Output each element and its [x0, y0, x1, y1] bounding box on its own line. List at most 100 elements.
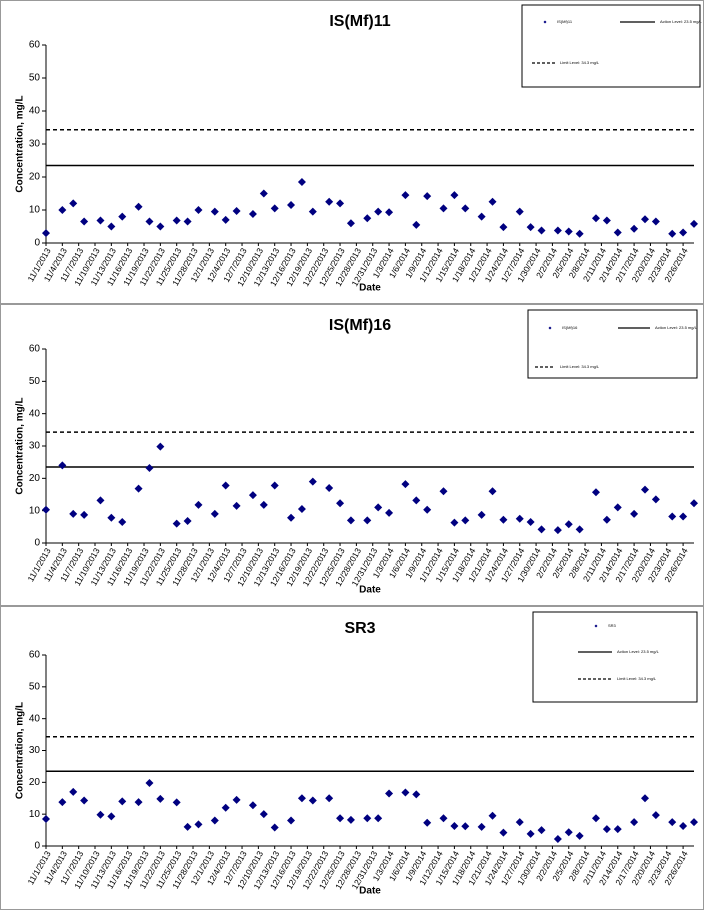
x-axis-label: Date [359, 283, 381, 294]
y-axis-label: Concentration, mg/L [15, 95, 26, 192]
data-point [591, 488, 600, 497]
data-point [363, 516, 372, 525]
data-point [210, 816, 219, 825]
data-point [461, 204, 470, 213]
x-axis-label: Date [359, 585, 381, 596]
data-point [96, 810, 105, 819]
data-point [221, 481, 230, 490]
legend-label: IS(Mf)16 [562, 325, 578, 330]
data-point [183, 822, 192, 831]
data-point [423, 818, 432, 827]
data-point [439, 814, 448, 823]
y-tick-label: 10 [29, 505, 41, 516]
data-point [613, 825, 622, 834]
data-point [232, 501, 241, 510]
data-point [651, 811, 660, 820]
data-point [346, 219, 355, 228]
data-point [401, 480, 410, 489]
data-point [515, 818, 524, 827]
data-point [156, 222, 165, 231]
data-point [412, 790, 421, 799]
data-point [336, 499, 345, 508]
y-axis-label: Concentration, mg/L [15, 702, 26, 799]
data-point [450, 191, 459, 200]
y-tick-label: 40 [29, 408, 41, 419]
y-tick-label: 20 [29, 777, 41, 788]
data-point [308, 477, 317, 486]
data-point [42, 229, 50, 238]
data-point [96, 496, 105, 505]
data-point [69, 509, 78, 518]
data-point [194, 500, 203, 509]
data-point [96, 216, 105, 225]
data-point [591, 214, 600, 223]
data-point [259, 189, 268, 198]
data-point [336, 814, 345, 823]
data-point [640, 485, 649, 494]
data-point [461, 516, 470, 525]
data-point [679, 512, 688, 521]
legend-label: Limit Level: 34.3 mg/L [560, 60, 600, 65]
data-point [602, 216, 611, 225]
data-point [183, 217, 192, 226]
data-point [145, 217, 154, 226]
data-point [156, 442, 165, 451]
data-point [651, 217, 660, 226]
data-point [450, 518, 459, 527]
data-point [172, 519, 181, 528]
data-point [553, 226, 562, 235]
chart-title: IS(Mf)16 [329, 317, 391, 334]
data-point [526, 517, 535, 526]
y-tick-label: 40 [29, 713, 41, 724]
data-point [363, 814, 372, 823]
data-point [423, 192, 432, 201]
data-point [477, 510, 486, 519]
data-point [287, 513, 296, 522]
data-point [439, 487, 448, 496]
data-point [553, 834, 562, 843]
legend-marker [548, 326, 552, 330]
data-point [515, 514, 524, 523]
data-point [630, 818, 639, 827]
data-point [602, 515, 611, 524]
legend-label: Action Level: 23.5 mg/L [660, 19, 703, 24]
data-point [308, 207, 317, 216]
data-point [553, 526, 562, 535]
legend-label: Action Level: 23.5 mg/L [617, 649, 660, 654]
data-point [668, 229, 677, 238]
data-point [194, 820, 203, 829]
data-point [58, 798, 67, 807]
data-point [630, 509, 639, 518]
data-point [602, 825, 611, 834]
legend-label: IS(Mf)11 [557, 19, 573, 24]
data-point [248, 209, 257, 218]
data-point [248, 491, 257, 500]
data-point [374, 207, 383, 216]
y-tick-label: 0 [34, 841, 40, 852]
data-point [488, 197, 497, 206]
data-point [668, 818, 677, 827]
y-tick-label: 20 [29, 172, 41, 183]
data-point [488, 487, 497, 496]
data-point [575, 229, 584, 238]
legend-marker [543, 20, 547, 24]
data-point [423, 505, 432, 514]
legend-label: Limit Level: 34.3 mg/L [560, 364, 600, 369]
legend-box [521, 4, 701, 88]
data-point [194, 206, 203, 214]
data-point [690, 219, 698, 228]
y-tick-label: 30 [29, 441, 41, 452]
data-point [690, 818, 698, 827]
data-point [80, 510, 89, 519]
legend-marker [594, 624, 598, 628]
y-tick-label: 20 [29, 473, 41, 484]
data-point [172, 216, 181, 225]
data-point [488, 811, 497, 820]
data-point [537, 226, 546, 235]
legend-label: Limit Level: 34.3 mg/L [617, 676, 657, 681]
data-point [80, 796, 89, 805]
data-point [412, 220, 421, 229]
data-point [613, 228, 622, 237]
data-point [58, 206, 67, 214]
